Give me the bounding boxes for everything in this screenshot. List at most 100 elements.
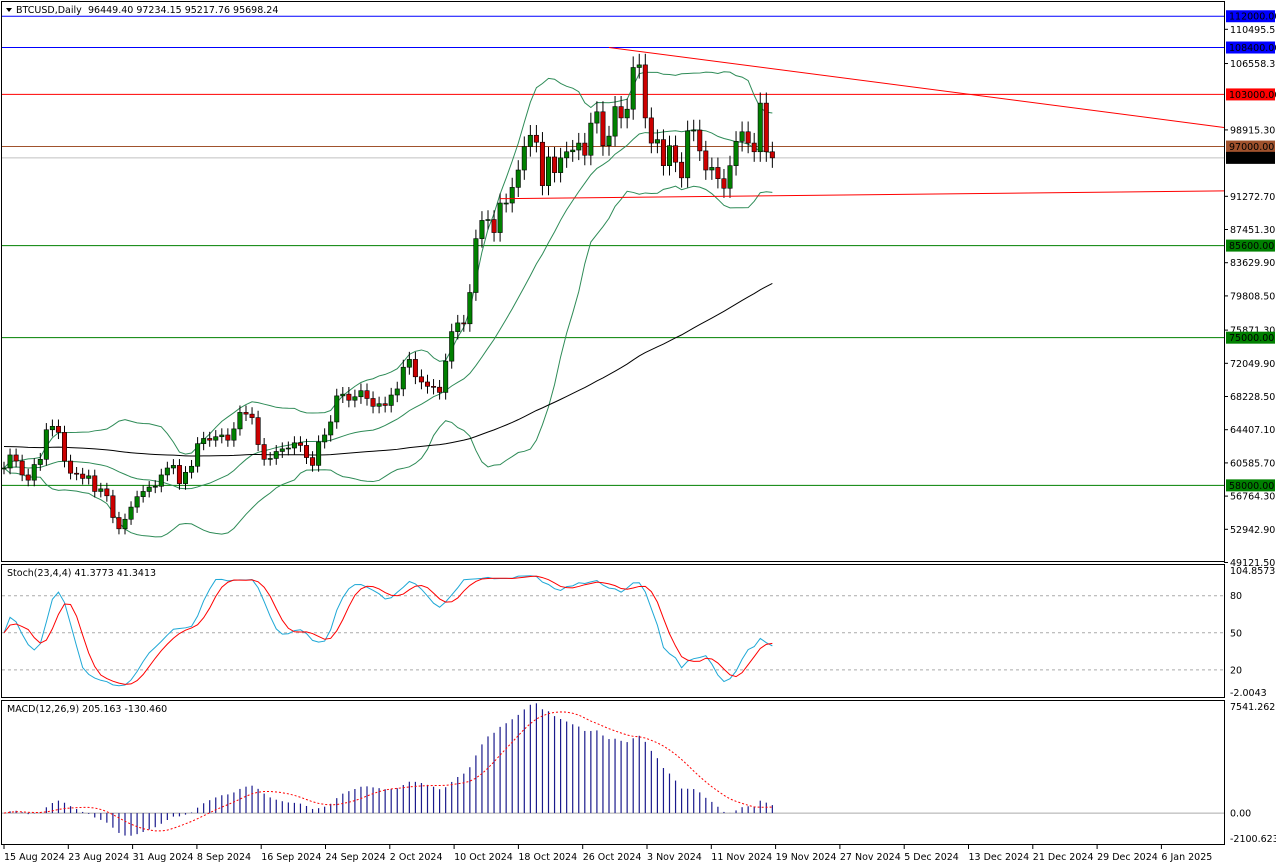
candle-body — [721, 178, 727, 189]
candle-body — [225, 434, 231, 441]
candle-body — [340, 393, 346, 397]
candle-body — [140, 491, 146, 497]
candle-body — [727, 165, 733, 189]
level-tag-label: 85600.00 — [1229, 241, 1274, 252]
bollinger-middle — [3, 129, 773, 490]
level-tag — [1226, 331, 1275, 344]
candle-body — [630, 67, 636, 110]
candle-body — [485, 219, 491, 221]
level-tag — [1226, 140, 1275, 153]
stoch-tick-label: 50 — [1230, 628, 1242, 639]
price-tick-label: 68228.50 — [1230, 392, 1275, 403]
price-tick-label: 56764.30 — [1230, 492, 1275, 503]
candle-body — [503, 202, 509, 205]
candle-body — [74, 472, 80, 475]
level-tag — [1226, 88, 1275, 101]
price-tick-label: 64407.10 — [1230, 425, 1275, 436]
date-tick-label: 24 Sep 2024 — [326, 852, 386, 863]
candle-body — [158, 474, 164, 487]
date-tick-label: 26 Oct 2024 — [583, 852, 642, 863]
candle-body — [763, 102, 769, 153]
candle-body — [673, 145, 679, 163]
resistance-trendline — [608, 47, 1225, 128]
candle-body — [558, 157, 564, 173]
candle-body — [195, 443, 201, 467]
candle-body — [376, 403, 382, 407]
candle-body — [49, 425, 55, 431]
candle-body — [685, 130, 691, 179]
candle-body — [654, 139, 660, 144]
candle-body — [43, 429, 49, 460]
date-tick-label: 3 Nov 2024 — [647, 852, 702, 863]
date-tick-label: 29 Dec 2024 — [1097, 852, 1158, 863]
candle-body — [13, 454, 19, 462]
candle-body — [443, 360, 449, 393]
candle-body — [636, 64, 642, 68]
level-tag-label: 58000.00 — [1229, 481, 1274, 492]
stoch-pane[interactable] — [1, 564, 1225, 698]
candle-body — [164, 467, 170, 476]
moving-average-line — [3, 282, 773, 457]
candle-body — [334, 395, 340, 423]
level-tag-label: 112000.00 — [1229, 12, 1276, 23]
candle-body — [1, 467, 7, 470]
candle-body — [303, 445, 309, 458]
date-tick-label: 19 Nov 2024 — [776, 852, 837, 863]
macd-title: MACD(12,26,9) 205.163 -130.460 — [7, 704, 167, 715]
candle-body — [364, 390, 370, 399]
candle-body — [322, 434, 328, 443]
candle-body — [122, 518, 128, 530]
level-tag-label: 95698.24 — [1229, 153, 1274, 164]
candle-body — [691, 129, 697, 132]
candle-body — [80, 473, 86, 479]
date-axis: 15 Aug 2024 23 Aug 2024 31 Aug 2024 8 Sep 2… — [3, 845, 1212, 863]
candle-body — [582, 142, 588, 156]
candle-body — [769, 151, 775, 159]
candle-body — [201, 438, 207, 444]
candle-body — [31, 464, 37, 481]
candle-body — [412, 359, 418, 378]
stoch-k-line — [3, 575, 773, 687]
candle-body — [648, 117, 654, 144]
candle-body — [25, 474, 31, 481]
price-tick-label: 91272.70 — [1230, 192, 1275, 203]
candle-body — [352, 396, 358, 401]
candle-body — [316, 441, 322, 466]
candle-body — [588, 122, 594, 156]
candle-body — [642, 64, 648, 119]
candle-body — [515, 169, 521, 188]
candle-body — [564, 151, 570, 159]
candle-body — [612, 106, 618, 137]
candle-body — [104, 488, 110, 497]
candle-body — [618, 106, 624, 119]
candle-body — [152, 485, 158, 488]
macd-tick-label: 0.00 — [1230, 809, 1251, 820]
candle-body — [285, 447, 291, 450]
level-tag — [1226, 41, 1275, 54]
candle-body — [219, 434, 225, 438]
stoch-title: Stoch(23,4,4) 41.3773 41.3413 — [7, 568, 156, 579]
candle-body — [406, 359, 412, 368]
candle-body — [37, 459, 43, 465]
candle-body — [715, 167, 721, 179]
candle-body — [243, 412, 249, 415]
candle-body — [491, 219, 497, 233]
candle-body — [346, 393, 352, 401]
candle-body — [146, 486, 152, 492]
candle-body — [394, 388, 400, 396]
date-tick-label: 18 Oct 2024 — [518, 852, 577, 863]
candle-body — [533, 134, 539, 143]
ohlc-label: 96449.40 97234.15 95217.76 95698.24 — [88, 5, 278, 16]
date-tick-label: 21 Dec 2024 — [1033, 852, 1094, 863]
price-tick-label: 110495.50 — [1230, 25, 1276, 36]
candle-body — [606, 135, 612, 146]
candle-body — [679, 161, 685, 179]
candle-body — [570, 149, 576, 153]
candle-body — [521, 146, 527, 171]
price-tick-label: 49121.50 — [1230, 558, 1275, 569]
candle-body — [733, 141, 739, 166]
macd-pane[interactable] — [1, 700, 1225, 845]
candle-body — [455, 322, 461, 332]
collapse-triangle-icon[interactable] — [6, 8, 12, 12]
